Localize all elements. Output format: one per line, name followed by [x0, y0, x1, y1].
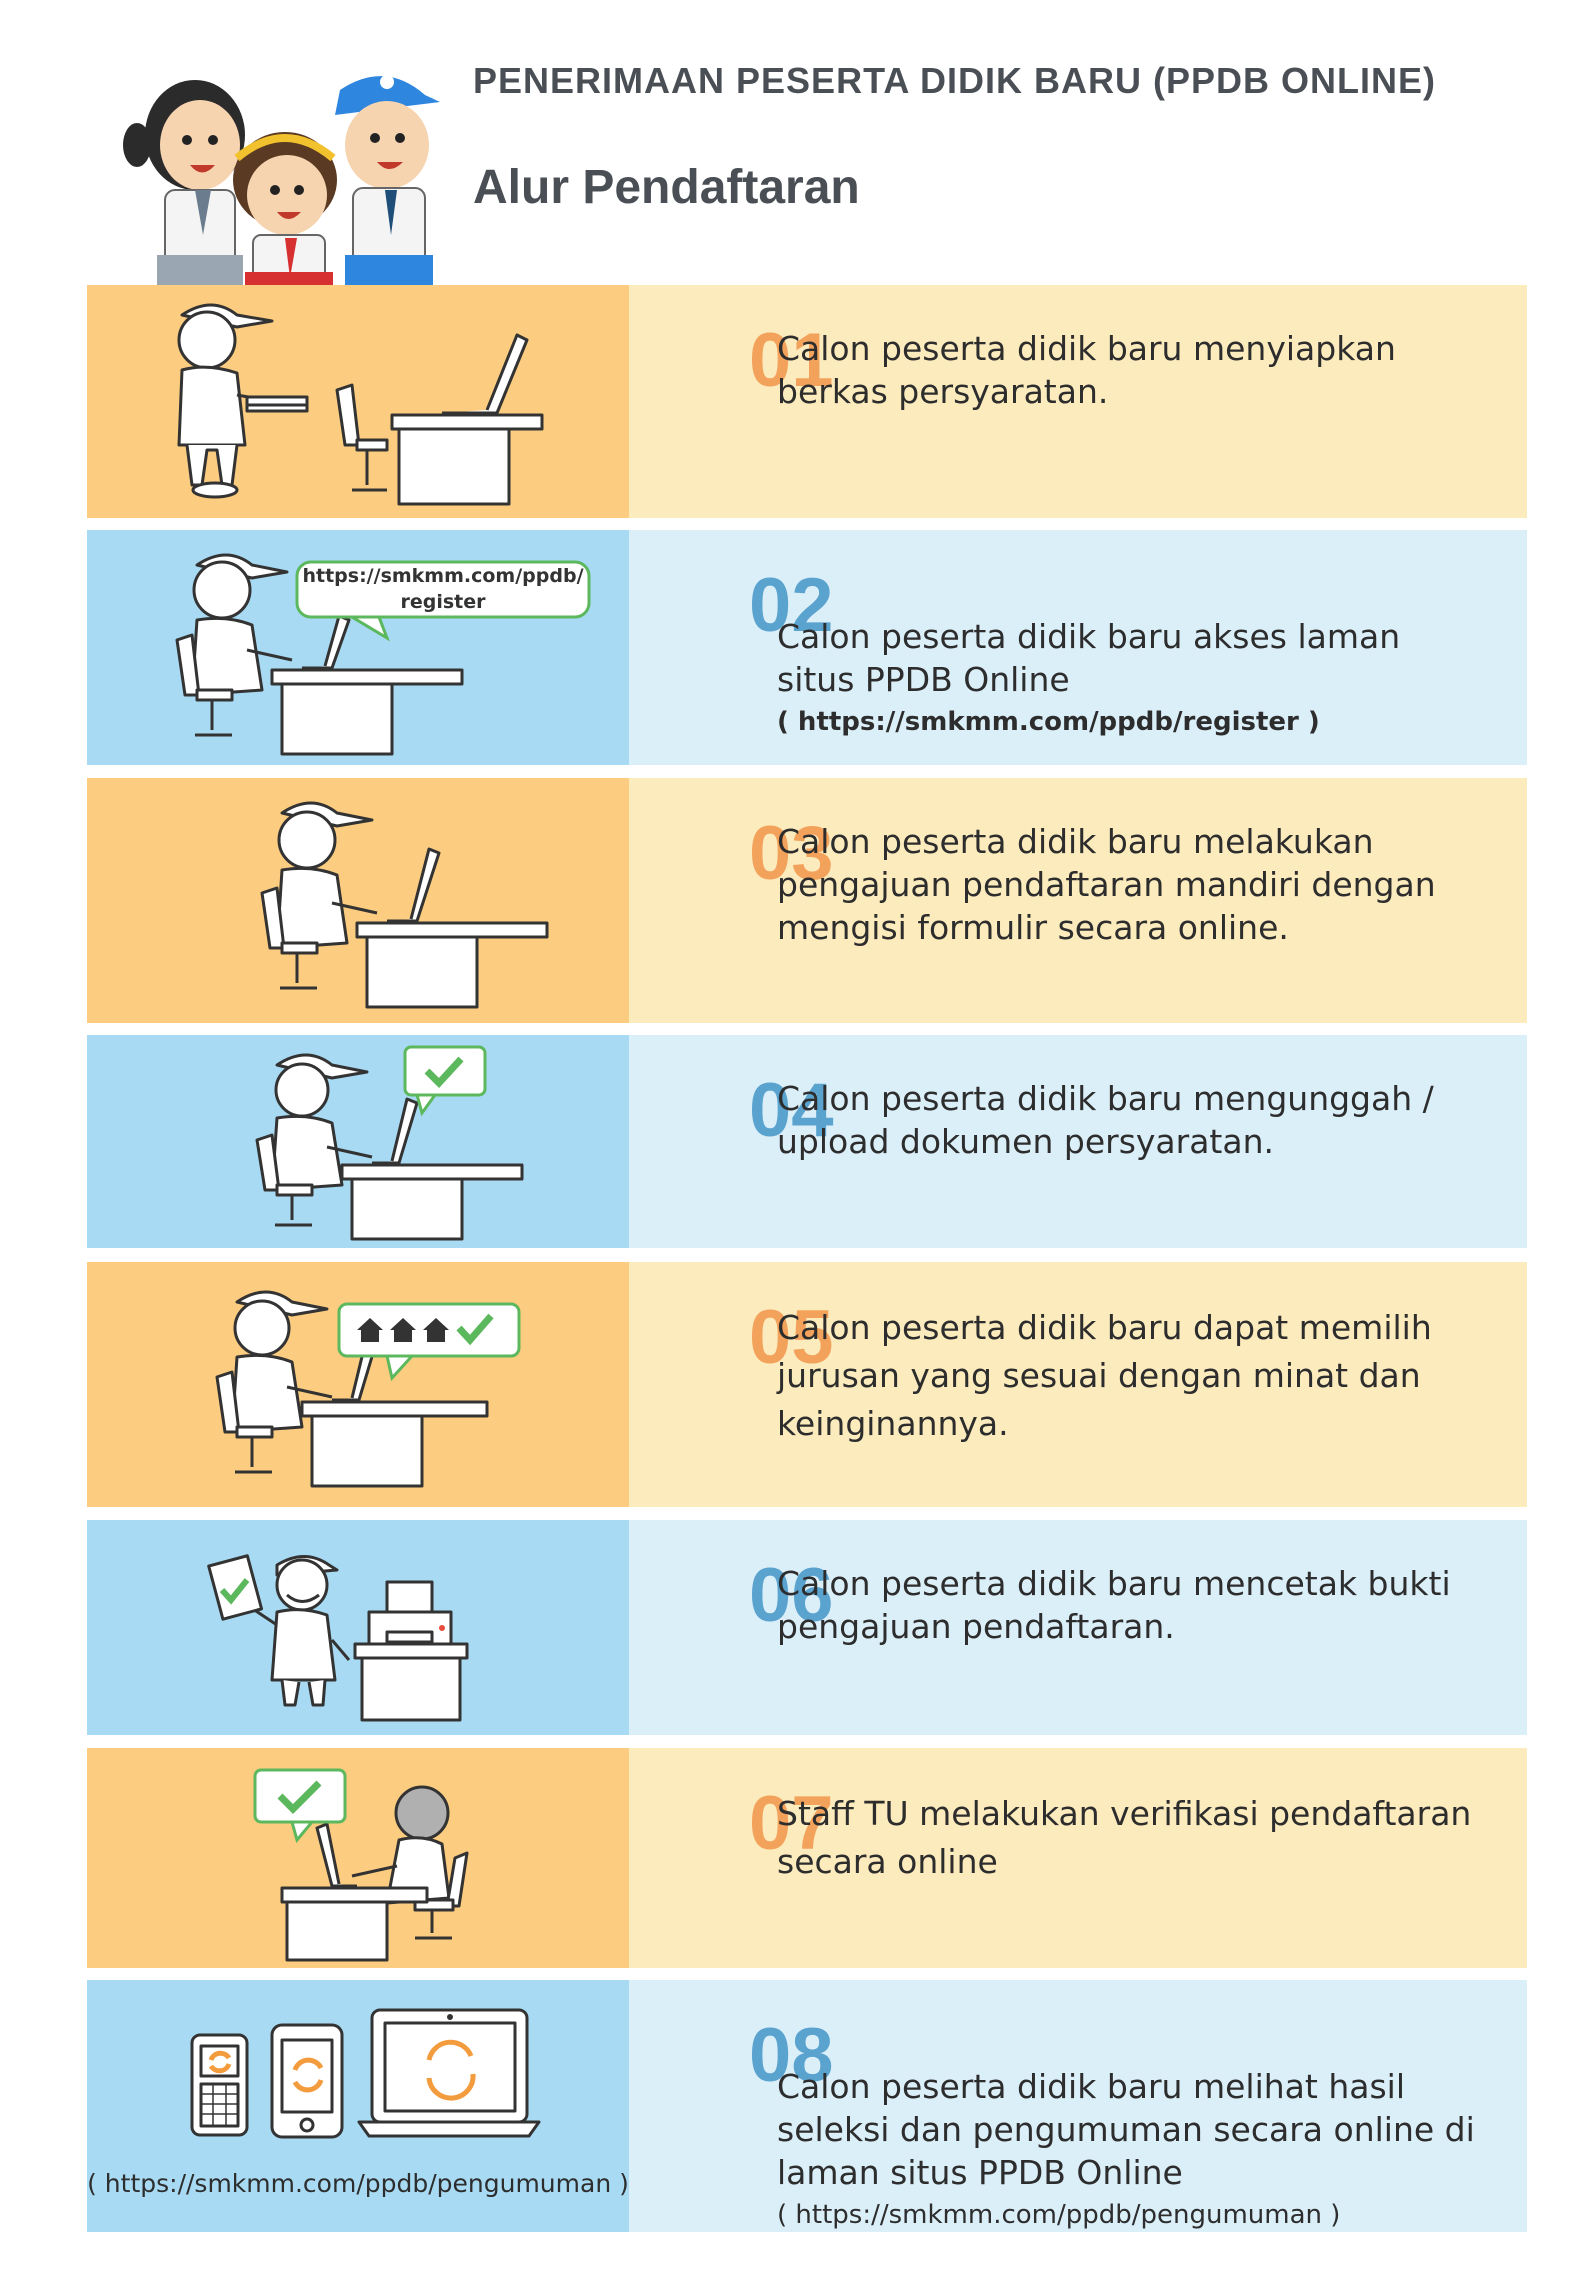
step-description: Staff TU melakukan verifikasi pendaftara… [777, 1794, 1472, 1881]
step-description-text: Calon peserta didik baru akses laman sit… [777, 617, 1401, 699]
step-06-text-panel: 06 Calon peserta didik baru mencetak buk… [629, 1520, 1527, 1735]
page-title: PENERIMAAN PESERTA DIDIK BARU (PPDB ONLI… [473, 60, 1437, 101]
check-icon [219, 1578, 250, 1605]
step-description: Calon peserta didik baru menyiapkan berk… [777, 329, 1396, 411]
check-icon [277, 1780, 322, 1814]
step-01-illustration [87, 285, 629, 518]
refresh-icon [208, 2039, 476, 2101]
step-06: 06 Calon peserta didik baru mencetak buk… [87, 1520, 1527, 1735]
step-description: Calon peserta didik baru akses laman sit… [777, 572, 1477, 786]
announcement-url-caption: ( https://smkmm.com/ppdb/pengumuman ) [87, 2169, 629, 2198]
page-subtitle: Alur Pendaftaran [473, 161, 860, 214]
step-number: 02 [749, 563, 834, 648]
step-02: https://smkmm.com/ppdb/ register 02 Calo… [87, 530, 1527, 765]
step-description: Calon peserta didik baru mencetak bukti … [777, 1564, 1451, 1646]
announcement-link[interactable]: ( https://smkmm.com/ppdb/pengumuman ) [777, 2200, 1341, 2230]
step-01-text-panel: 01 Calon peserta didik baru menyiapkan b… [629, 285, 1527, 518]
step-description: Calon peserta didik baru mengunggah / up… [777, 1079, 1434, 1161]
step-07-illustration [87, 1748, 629, 1968]
step-08-text-panel: 08 Calon peserta didik baru melihat hasi… [629, 1980, 1527, 2232]
step-02-text-panel: 02 Calon peserta didik baru akses laman … [629, 530, 1527, 765]
step-01: 01 Calon peserta didik baru menyiapkan b… [87, 285, 1527, 518]
step-03-illustration [87, 778, 629, 1023]
check-icon [424, 1056, 464, 1089]
step-02-illustration: https://smkmm.com/ppdb/ register [87, 530, 629, 765]
step-05: 05 Calon peserta didik baru dapat memili… [87, 1262, 1527, 1507]
step-03-text-panel: 03 Calon peserta didik baru melakukan pe… [629, 778, 1527, 1023]
step-description: Calon peserta didik baru melihat hasil s… [777, 2022, 1477, 2279]
house-icons [357, 1318, 449, 1342]
step-number: 03 [749, 811, 834, 896]
step-04-text-panel: 04 Calon peserta didik baru mengunggah /… [629, 1035, 1527, 1248]
bubble-url-line1: https://smkmm.com/ppdb/ [302, 565, 583, 587]
step-number: 01 [749, 318, 834, 403]
step-number: 06 [749, 1553, 834, 1638]
step-07: 07 Staff TU melakukan verifikasi pendaft… [87, 1748, 1527, 1968]
register-link[interactable]: ( https://smkmm.com/ppdb/register ) [777, 707, 1320, 737]
step-08: ( https://smkmm.com/ppdb/pengumuman ) 08… [87, 1980, 1527, 2232]
step-04-illustration [87, 1035, 629, 1248]
step-number: 07 [749, 1781, 834, 1866]
step-07-text-panel: 07 Staff TU melakukan verifikasi pendaft… [629, 1748, 1527, 1968]
bubble-url-line2: register [400, 591, 486, 613]
step-05-illustration [87, 1262, 629, 1507]
step-03: 03 Calon peserta didik baru melakukan pe… [87, 778, 1527, 1023]
step-description: Calon peserta didik baru melakukan penga… [777, 822, 1436, 947]
step-06-illustration [87, 1520, 629, 1735]
step-04: 04 Calon peserta didik baru mengunggah /… [87, 1035, 1527, 1248]
step-number: 05 [749, 1295, 834, 1380]
step-description-text: Calon peserta didik baru melihat hasil s… [777, 2067, 1475, 2192]
check-icon [456, 1313, 494, 1346]
students-illustration [123, 75, 440, 290]
step-08-illustration: ( https://smkmm.com/ppdb/pengumuman ) [87, 1980, 629, 2232]
step-description: Calon peserta didik baru dapat memilih j… [777, 1308, 1432, 1443]
step-number: 04 [749, 1068, 834, 1153]
step-05-text-panel: 05 Calon peserta didik baru dapat memili… [629, 1262, 1527, 1507]
step-number: 08 [749, 2013, 834, 2098]
